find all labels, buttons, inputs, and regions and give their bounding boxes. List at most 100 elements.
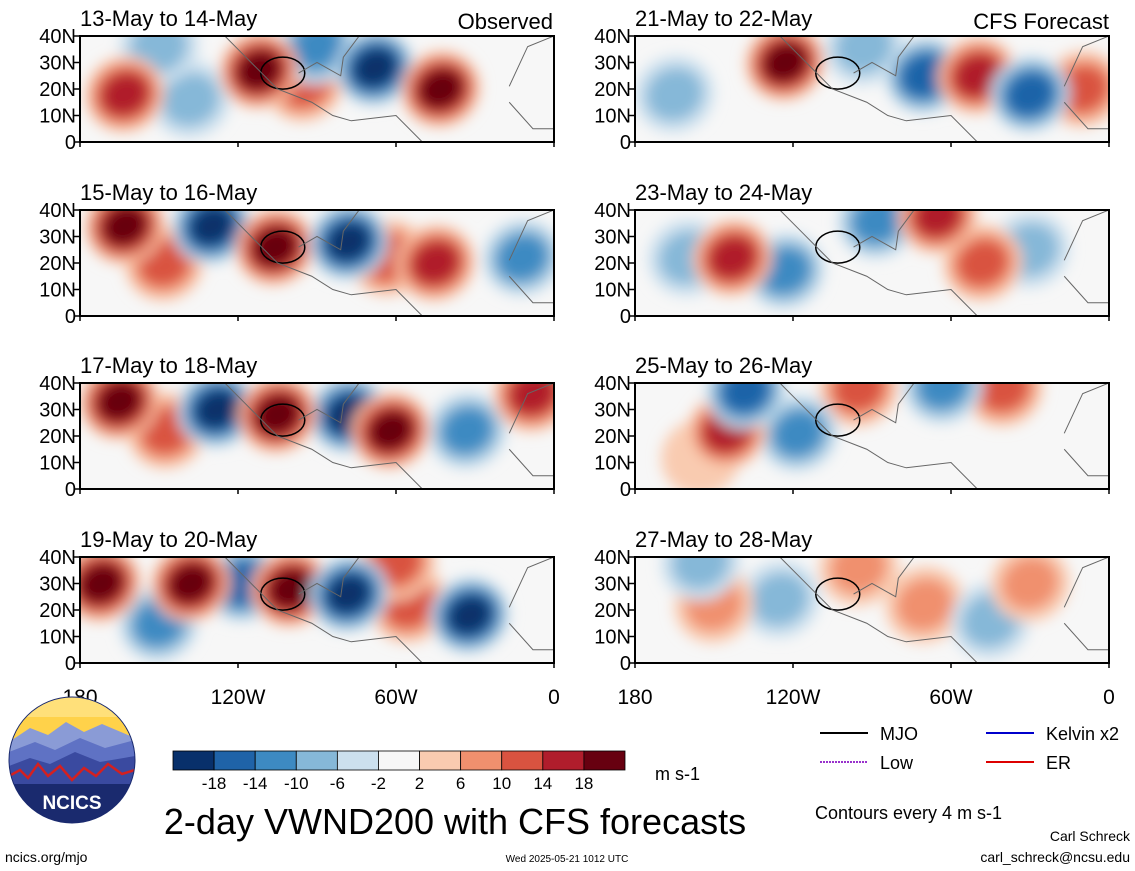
mjo-contour: [260, 56, 306, 90]
mjo-contour: [260, 577, 306, 611]
y-tick-label: 40N: [39, 200, 76, 222]
panel-period-title: 15-May to 16-May: [80, 180, 257, 205]
anomaly-blob: [195, 390, 239, 429]
footer-email[interactable]: carl_schreck@ncsu.edu: [980, 849, 1130, 865]
contour-note: Contours every 4 m s-1: [815, 803, 1002, 823]
colorbar: -18 -14 -10 -6 -2 2 6 10 14 18: [172, 750, 626, 793]
y-tick-label: 10N: [594, 453, 631, 475]
cfs-forecast-label: CFS Forecast: [973, 9, 1109, 34]
colorbar-tick-label: 10: [492, 774, 511, 793]
panel-period-title: 27-May to 28-May: [635, 527, 812, 552]
colorbar-tick-label: -14: [243, 774, 268, 793]
y-tick-label: 0: [620, 653, 631, 675]
panel-period-title: 13-May to 14-May: [80, 6, 257, 31]
figure-title: 2-day VWND200 with CFS forecasts: [164, 801, 746, 842]
anomaly-blob: [852, 210, 903, 244]
footer-author: Carl Schreck: [1050, 828, 1131, 844]
anomaly-field: [85, 210, 554, 302]
y-tick-label: 10N: [594, 627, 631, 649]
anomaly-blob: [646, 67, 703, 121]
colorbar-swatch: [583, 750, 626, 771]
mjo-contour: [260, 403, 306, 437]
colorbar-unit: m s-1: [655, 764, 700, 784]
anomaly-blob: [130, 36, 188, 74]
anomaly-blob: [168, 564, 213, 603]
y-tick-label: 20N: [594, 253, 631, 275]
y-tick-label: 10N: [39, 280, 76, 302]
anomaly-field: [661, 383, 1044, 489]
legend-mjo-label: MJO: [880, 724, 918, 744]
mjo-contour: [815, 230, 861, 264]
mjo-contour: [260, 230, 306, 264]
coastline: [779, 210, 1109, 316]
colorbar-tick-label: 6: [456, 774, 465, 793]
anomaly-blob: [914, 210, 961, 236]
colorbar-tick-label: 2: [415, 774, 424, 793]
y-tick-label: 10N: [39, 106, 76, 128]
y-tick-label: 10N: [594, 280, 631, 302]
panel-period-title: 25-May to 26-May: [635, 353, 812, 378]
anomaly-blob: [1007, 73, 1053, 115]
y-tick-label: 20N: [594, 426, 631, 448]
y-tick-label: 0: [620, 479, 631, 501]
coastline: [779, 36, 1109, 142]
legend-low-label: Low: [880, 753, 914, 773]
anomaly-blob: [447, 595, 492, 635]
anomaly-blob: [368, 411, 413, 451]
coastline: [779, 383, 1109, 489]
y-tick-label: 30N: [594, 53, 631, 75]
anomaly-blob: [497, 235, 548, 281]
coastline: [224, 210, 554, 316]
y-tick-label: 20N: [39, 600, 76, 622]
y-tick-label: 0: [620, 306, 631, 328]
x-tick-label: 180: [617, 686, 652, 709]
colorbar-tick-label: -2: [371, 774, 386, 793]
anomaly-blob: [773, 410, 824, 456]
y-tick-label: 40N: [39, 547, 76, 569]
anomaly-blob: [101, 73, 148, 115]
legend-er-label: ER: [1046, 753, 1071, 773]
anomaly-blob: [162, 73, 220, 127]
x-tick-label: 0: [1103, 686, 1115, 709]
anomaly-blob: [80, 564, 123, 603]
y-tick-label: 20N: [39, 79, 76, 101]
y-tick-label: 30N: [39, 574, 76, 596]
colorbar-tick-label: -6: [330, 774, 345, 793]
logo-text: NCICS: [42, 793, 101, 814]
panel-period-title: 21-May to 22-May: [635, 6, 812, 31]
y-tick-label: 10N: [594, 106, 631, 128]
colorbar-swatch: [295, 750, 338, 771]
colorbar-swatch: [542, 750, 585, 771]
y-tick-label: 40N: [594, 547, 631, 569]
coastline: [224, 36, 554, 142]
footer-url[interactable]: ncics.org/mjo: [5, 849, 88, 865]
anomaly-blob: [371, 557, 421, 585]
y-tick-label: 0: [65, 306, 76, 328]
y-tick-label: 30N: [39, 53, 76, 75]
anomaly-blob: [896, 578, 954, 632]
coastline: [224, 383, 554, 489]
anomaly-blob: [760, 248, 810, 294]
anomaly-blob: [709, 237, 756, 279]
anomaly-blob: [97, 383, 142, 422]
anomaly-blob: [102, 210, 147, 246]
x-axis-tick-labels: 180 120W 60W 0 180 120W 60W 0: [62, 686, 1114, 709]
colorbar-swatch: [501, 750, 544, 771]
anomaly-blob: [353, 48, 397, 88]
anomaly-blob: [442, 408, 492, 454]
mjo-contour: [815, 577, 861, 611]
anomaly-blob: [1057, 66, 1108, 112]
colorbar-swatch: [213, 750, 256, 771]
anomaly-blob: [834, 383, 884, 411]
y-tick-label: 40N: [594, 26, 631, 48]
x-tick-label: 60W: [374, 686, 417, 709]
anomaly-blob: [901, 55, 948, 97]
anomaly-blob: [751, 572, 809, 626]
x-tick-label: 0: [548, 686, 560, 709]
anomaly-blob: [1001, 557, 1059, 611]
